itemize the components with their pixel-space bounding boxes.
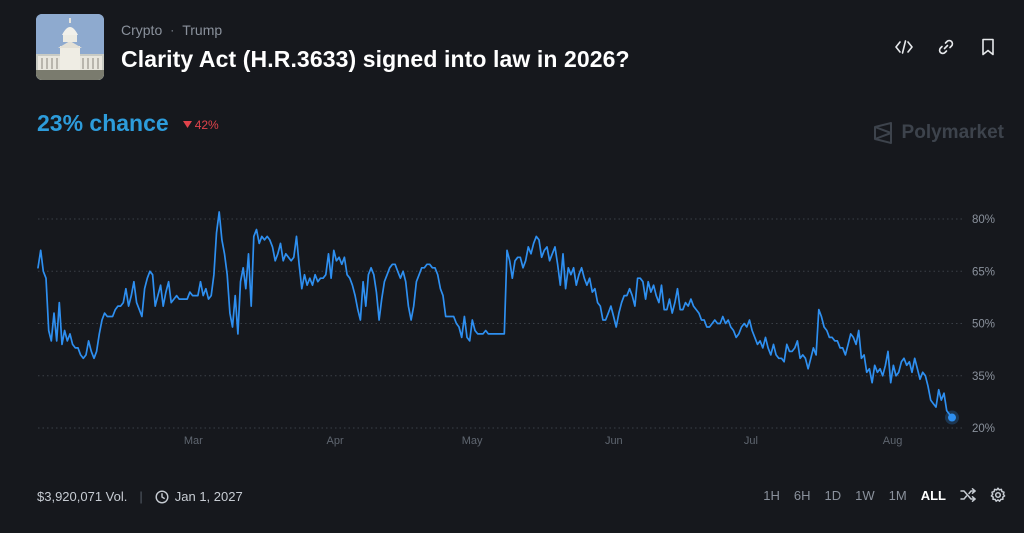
x-tick-label: Jul <box>744 435 758 447</box>
market-title: Clarity Act (H.R.3633) signed into law i… <box>121 46 630 72</box>
y-tick-label: 20% <box>972 423 995 435</box>
range-1m[interactable]: 1M <box>888 487 907 503</box>
y-tick-label: 50% <box>972 319 995 331</box>
market-thumbnail <box>36 14 104 80</box>
shuffle-icon <box>960 488 976 502</box>
series-line <box>37 211 953 419</box>
time-range-selector: 1H 6H 1D 1W 1M ALL <box>763 487 1006 503</box>
x-tick-label: May <box>462 435 483 447</box>
chance-delta: 42% <box>182 118 219 132</box>
chance-delta-value: 42% <box>194 118 219 132</box>
y-tick-label: 35% <box>972 371 995 383</box>
chance-value: 23% chance <box>37 110 169 136</box>
copy-link-button[interactable] <box>936 36 956 58</box>
polymarket-logo-icon <box>873 122 892 144</box>
x-tick-label: Mar <box>184 435 203 447</box>
chance-summary: 23% chance 42% <box>37 110 219 137</box>
end-date: Jan 1, 2027 <box>155 489 243 504</box>
y-tick-label: 80% <box>972 214 995 226</box>
gear-icon <box>990 487 1006 502</box>
y-tick-label: 65% <box>972 266 995 278</box>
link-icon <box>938 39 954 55</box>
range-1w[interactable]: 1W <box>855 487 875 503</box>
header-actions <box>894 36 998 58</box>
polymarket-wordmark: Polymarket <box>901 122 1004 143</box>
bookmark-button[interactable] <box>978 36 998 58</box>
range-6h[interactable]: 6H <box>793 487 811 503</box>
category-trump[interactable]: Trump <box>182 22 223 38</box>
clock-icon <box>155 489 169 504</box>
bookmark-icon <box>982 38 994 56</box>
volume-label: $3,920,071 Vol. <box>37 489 128 504</box>
range-1d[interactable]: 1D <box>824 487 842 503</box>
settings-button[interactable] <box>990 487 1006 503</box>
polymarket-watermark: Polymarket <box>872 122 1004 144</box>
meta-divider: | <box>139 489 143 504</box>
breadcrumb: Crypto · Trump <box>121 22 222 38</box>
end-date-value: Jan 1, 2027 <box>174 489 243 504</box>
range-all[interactable]: ALL <box>920 487 946 503</box>
embed-button[interactable] <box>894 36 914 58</box>
breadcrumb-separator: · <box>170 23 175 37</box>
shuffle-button[interactable] <box>960 487 976 503</box>
market-meta: $3,920,071 Vol. | Jan 1, 2027 <box>37 489 243 504</box>
category-crypto[interactable]: Crypto <box>121 22 163 38</box>
embed-icon <box>895 40 913 54</box>
x-tick-label: Aug <box>883 435 903 447</box>
x-tick-label: Apr <box>326 435 343 447</box>
last-point-marker <box>948 413 956 422</box>
down-triangle-icon <box>182 121 192 128</box>
range-1h[interactable]: 1H <box>763 487 780 503</box>
x-tick-label: Jun <box>605 435 623 447</box>
